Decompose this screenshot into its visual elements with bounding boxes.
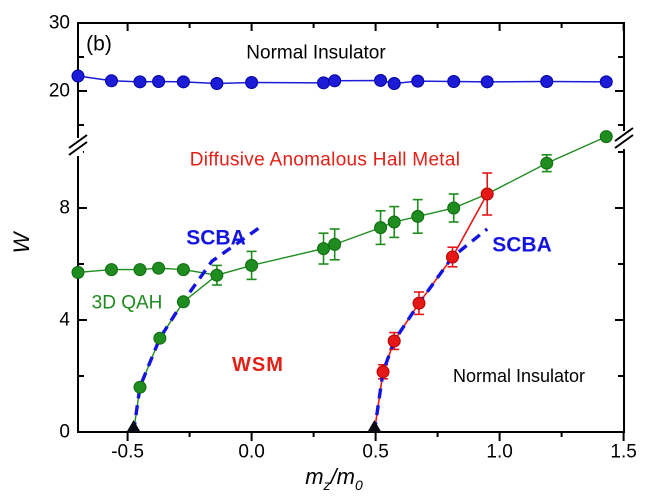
dahm-metal-boundary-point [328, 237, 342, 251]
normal-insulator-phase-boundary-point [387, 77, 401, 91]
dahm-metal-boundary-point [317, 242, 331, 256]
qah-wsm-boundary-point [153, 331, 167, 345]
region-label-normal-insulator-top: Normal Insulator [246, 42, 386, 64]
dahm-metal-boundary-point [599, 130, 613, 144]
normal-insulator-phase-boundary-point [328, 74, 342, 88]
y-tick-label: 0 [59, 421, 70, 443]
normal-insulator-phase-boundary-point [133, 75, 147, 89]
normal-insulator-phase-boundary-point [411, 74, 425, 88]
wsm-normal-insulator-boundary-line [373, 193, 488, 433]
normal-insulator-phase-boundary-point [152, 74, 166, 88]
dahm-metal-boundary-point [447, 201, 461, 215]
scba-label-left: SCBA [186, 226, 246, 250]
scba-left-dashed-line [131, 224, 263, 433]
axis-break-gap [73, 138, 83, 156]
x-axis-title-m2: /m [330, 464, 355, 489]
panel-label: (b) [86, 32, 112, 56]
dahm-metal-boundary-point [245, 258, 259, 272]
axis-break-slash [68, 134, 88, 149]
qah-wsm-boundary-point [133, 380, 147, 394]
normal-insulator-phase-boundary-point [245, 76, 259, 89]
wsm-normal-insulator-boundary-point [480, 187, 494, 201]
normal-insulator-phase-boundary-point [374, 73, 388, 87]
normal-insulator-phase-boundary-point [480, 75, 494, 89]
axis-break-slash [614, 134, 634, 149]
y-tick-label: 30 [48, 12, 70, 34]
axis-break-slash [614, 127, 634, 142]
wsm-normal-insulator-boundary-point [376, 365, 390, 379]
region-label-3d-qah: 3D QAH [91, 292, 163, 314]
x-axis-title-sub-z: z [323, 477, 331, 493]
qah-dahm-upper-boundary-line [77, 267, 217, 276]
qah-dahm-upper-boundary-point [104, 263, 118, 277]
plot-frame [77, 22, 625, 433]
normal-insulator-phase-boundary-point [447, 74, 461, 88]
dahm-metal-boundary-point [540, 156, 554, 170]
normal-insulator-phase-boundary-point [71, 69, 85, 83]
axis-break-slash [68, 141, 88, 156]
wsm-normal-insulator-boundary-point [387, 334, 401, 348]
qah-dahm-upper-boundary-point [133, 263, 147, 277]
x-tick-label: 0.5 [362, 441, 389, 463]
y-tick-label: 20 [48, 80, 70, 102]
dahm-metal-boundary-point [411, 209, 425, 223]
normal-insulator-phase-boundary-point [104, 74, 118, 88]
dahm-metal-boundary-point [387, 215, 401, 229]
qah-dahm-upper-boundary-point [176, 263, 190, 277]
normal-insulator-phase-boundary-point [599, 75, 613, 89]
qah-dahm-upper-boundary-point [210, 268, 224, 282]
normal-insulator-phase-boundary-point [540, 74, 554, 88]
x-axis-title-m1: m [305, 464, 324, 489]
region-label-diffusive-anomalous-hall-metal: Diffusive Anomalous Hall Metal [189, 149, 461, 171]
y-tick-label: 8 [59, 197, 70, 219]
normal-insulator-phase-boundary-point [210, 77, 224, 91]
x-axis-title-sub-0: 0 [354, 477, 363, 493]
wsm-normal-insulator-boundary-point [445, 250, 459, 264]
axis-break-gap [619, 131, 629, 149]
x-tick-label: 1.0 [486, 441, 513, 463]
x-tick-label: 0.0 [238, 441, 265, 463]
y-axis-title: W [9, 232, 34, 254]
qah-wsm-boundary-point [176, 295, 190, 309]
critical-point-triangle [126, 420, 141, 432]
region-label-normal-insulator-bottom: Normal Insulator [452, 366, 586, 386]
critical-point-triangle [367, 420, 382, 432]
dahm-metal-boundary-point [374, 221, 388, 235]
region-label-wsm: WSM [232, 354, 284, 376]
wsm-normal-insulator-boundary-point [412, 296, 426, 310]
normal-insulator-phase-boundary-point [176, 75, 190, 89]
scba-label-right: SCBA [492, 233, 552, 257]
x-axis-title: mz/m0 [305, 464, 363, 493]
qah-dahm-upper-boundary-point [71, 265, 85, 279]
normal-insulator-phase-boundary-point [317, 76, 331, 90]
x-tick-label: 1.5 [610, 441, 637, 463]
y-tick-label: 4 [59, 309, 70, 331]
qah-dahm-upper-boundary-point [152, 261, 166, 275]
x-tick-label: -0.5 [111, 441, 144, 463]
scba-right-dashed-line [372, 227, 489, 433]
